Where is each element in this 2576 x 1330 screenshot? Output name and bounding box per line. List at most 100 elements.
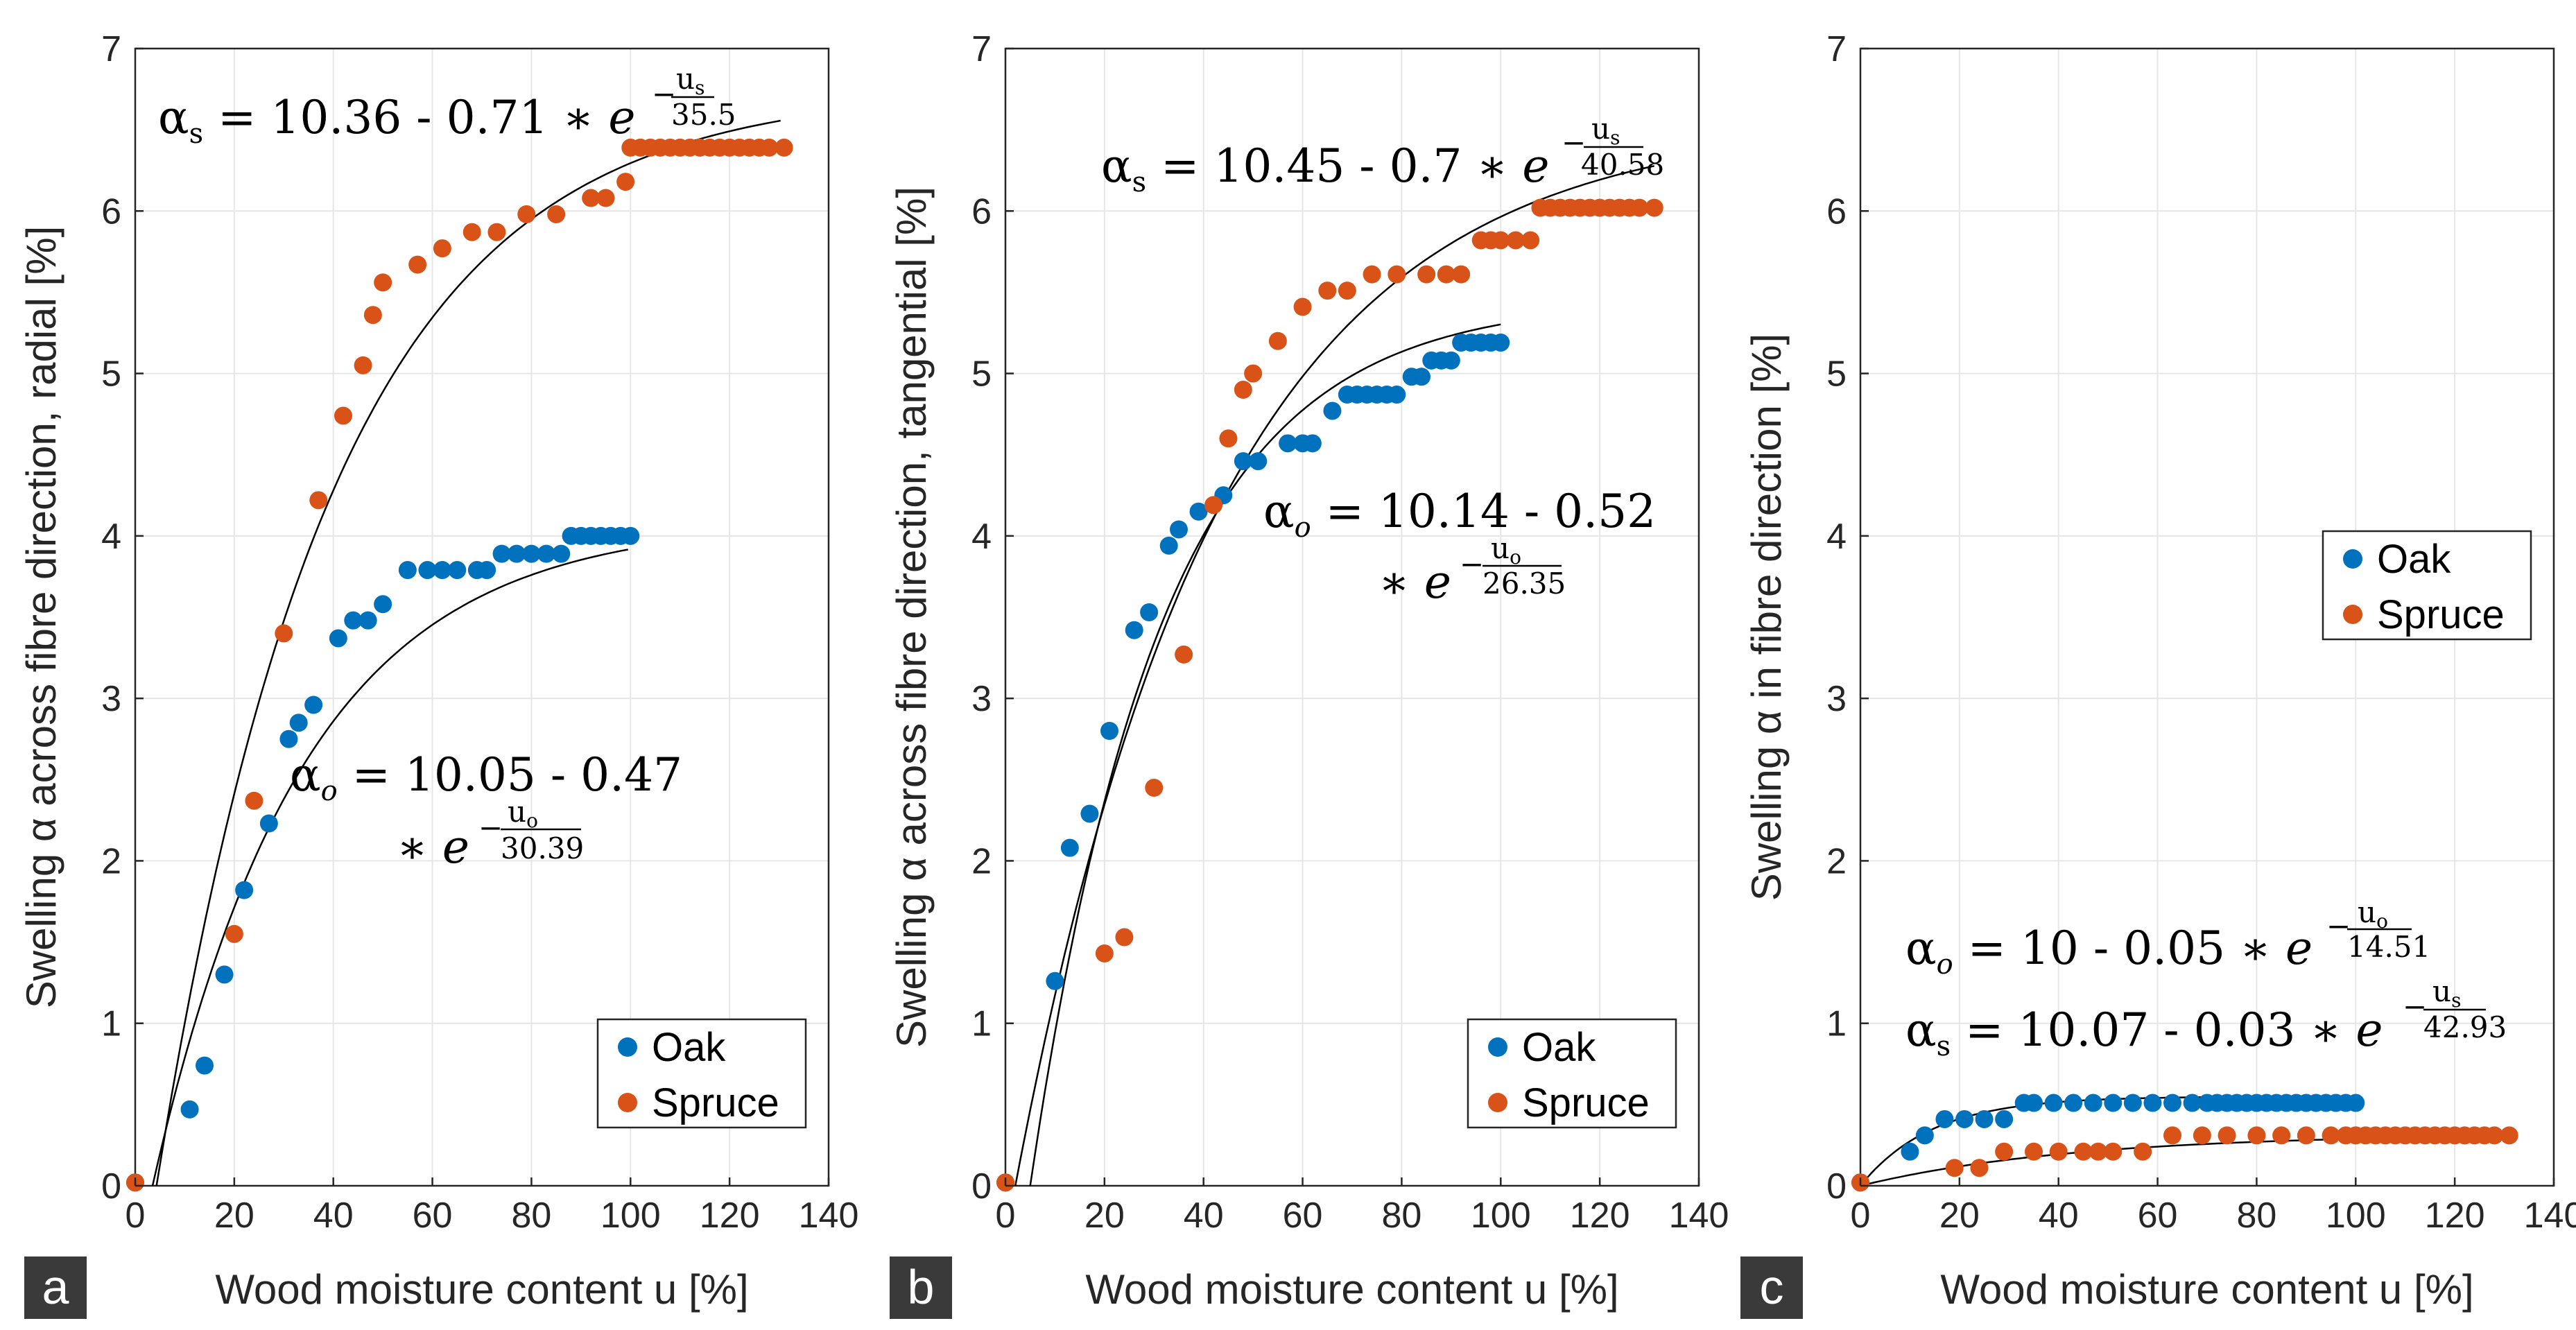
equation-exponent-denominator: 35.5 bbox=[671, 98, 736, 132]
y-tick-label: 5 bbox=[101, 354, 121, 395]
equation-exponent-numerator: us bbox=[1591, 112, 1620, 149]
y-tick-label: 6 bbox=[1826, 191, 1847, 232]
data-point-spruce bbox=[1452, 265, 1471, 284]
x-tick-label: 40 bbox=[313, 1195, 354, 1236]
data-point-spruce bbox=[1506, 231, 1525, 250]
y-tick-label: 0 bbox=[101, 1166, 121, 1207]
data-point-oak bbox=[329, 629, 347, 648]
data-point-oak bbox=[1060, 838, 1079, 857]
data-point-oak bbox=[1901, 1142, 1919, 1161]
data-point-spruce bbox=[1175, 645, 1193, 664]
fit-curve-oak bbox=[1029, 323, 1501, 1186]
y-tick-label: 7 bbox=[971, 29, 992, 69]
equation-exponent-sign: − bbox=[478, 811, 503, 845]
y-axis-label: Swelling α across fibre direction, radia… bbox=[18, 226, 64, 1009]
data-point-oak bbox=[1935, 1109, 1954, 1128]
data-point-oak bbox=[1046, 971, 1064, 990]
panel-b: 0 20 40 60 80 100 120 140 0 1 2 3 4 5 6 7 Wood moistur… bbox=[888, 29, 1729, 1319]
data-point-oak bbox=[478, 561, 496, 580]
data-point-oak bbox=[2163, 1094, 2181, 1112]
data-point-oak bbox=[2183, 1094, 2202, 1112]
panel-a: 0 20 40 60 80 100 120 140 0 1 2 3 4 5 6 7 Wood moistur… bbox=[18, 29, 858, 1319]
x-ticks: 0 20 40 60 80 100 120 140 bbox=[126, 1177, 859, 1236]
data-point-oak bbox=[358, 611, 377, 630]
legend-label-spruce: Spruce bbox=[2377, 592, 2505, 637]
data-point-spruce bbox=[775, 138, 793, 157]
grid bbox=[1005, 48, 1700, 1186]
data-point-oak bbox=[1492, 334, 1510, 352]
x-tick-label: 60 bbox=[413, 1195, 453, 1236]
plot-frame bbox=[1004, 47, 1700, 1187]
data-point-oak bbox=[2143, 1094, 2162, 1112]
panel-c: 0 20 40 60 80 100 120 140 0 1 2 3 4 5 6 7 Wood moistur… bbox=[1740, 29, 2576, 1319]
x-tick-label: 140 bbox=[2524, 1195, 2576, 1236]
x-tick-label: 80 bbox=[2237, 1195, 2277, 1236]
equation-exponent-denominator: 14.51 bbox=[2347, 930, 2430, 964]
y-axis-label: Swelling α in fibre direction [%] bbox=[1743, 334, 1790, 901]
data-point-oak bbox=[2025, 1094, 2043, 1112]
data-point-spruce bbox=[1437, 265, 1455, 284]
legend-marker-spruce bbox=[618, 1093, 637, 1112]
y-tick-label: 0 bbox=[971, 1166, 992, 1207]
y-tick-label: 7 bbox=[1826, 29, 1847, 69]
data-point-spruce bbox=[245, 791, 263, 810]
x-tick-label: 140 bbox=[799, 1195, 859, 1236]
data-point-spruce bbox=[225, 924, 243, 943]
data-points bbox=[996, 198, 1663, 1192]
data-point-oak bbox=[304, 696, 323, 714]
panel-badge bbox=[890, 1256, 952, 1319]
equation-exponent-sign: − bbox=[2403, 990, 2427, 1024]
data-point-spruce bbox=[1338, 282, 1356, 300]
y-tick-label: 2 bbox=[1826, 841, 1847, 881]
data-point-spruce bbox=[1417, 265, 1436, 284]
data-point-spruce bbox=[1095, 944, 1114, 962]
data-point-oak bbox=[552, 544, 571, 563]
data-point-oak bbox=[1159, 536, 1178, 555]
data-point-oak bbox=[259, 814, 278, 833]
data-point-spruce bbox=[334, 406, 352, 425]
equation-exponent-denominator: 30.39 bbox=[501, 831, 584, 865]
data-point-spruce bbox=[582, 189, 600, 207]
equation-exponent-sign: − bbox=[1562, 126, 1586, 159]
x-tick-label: 100 bbox=[1471, 1195, 1531, 1236]
x-axis-label: Wood moisture content u [%] bbox=[1085, 1266, 1618, 1313]
data-point-spruce bbox=[2193, 1126, 2211, 1145]
x-tick-label: 120 bbox=[1570, 1195, 1630, 1236]
legend-marker-spruce bbox=[1488, 1093, 1507, 1112]
y-tick-label: 0 bbox=[1826, 1166, 1847, 1207]
legend: Oak Spruce bbox=[1467, 1018, 1677, 1129]
data-point-oak bbox=[492, 544, 511, 563]
x-tick-label: 100 bbox=[2326, 1195, 2386, 1236]
y-tick-label: 7 bbox=[101, 29, 121, 69]
data-point-spruce bbox=[1630, 198, 1649, 217]
data-point-spruce bbox=[1388, 265, 1406, 284]
data-point-oak bbox=[2123, 1094, 2142, 1112]
data-points bbox=[1851, 1094, 2518, 1192]
legend-label-spruce: Spruce bbox=[1522, 1080, 1650, 1125]
data-point-spruce bbox=[2247, 1126, 2266, 1145]
data-points bbox=[126, 138, 793, 1192]
legend: Oak Spruce bbox=[596, 1018, 807, 1129]
data-point-spruce bbox=[2485, 1126, 2504, 1145]
grid bbox=[135, 48, 829, 1186]
data-point-spruce bbox=[1492, 231, 1510, 250]
plot-frame bbox=[134, 47, 830, 1187]
x-axis-label: Wood moisture content u [%] bbox=[1940, 1266, 2473, 1313]
data-point-oak bbox=[2084, 1094, 2102, 1112]
equation-exponent-numerator: uo bbox=[2358, 895, 2388, 933]
data-point-oak bbox=[2346, 1094, 2365, 1112]
y-ticks: 0 1 2 3 4 5 6 7 bbox=[1826, 29, 1869, 1207]
legend-marker-oak bbox=[1488, 1037, 1507, 1057]
data-point-oak bbox=[1995, 1109, 2014, 1128]
data-point-oak bbox=[1234, 452, 1252, 471]
equation-oak: αo = 10 - 0.05 ∗ e − uo 14.51 bbox=[1905, 895, 2430, 981]
data-point-spruce bbox=[596, 189, 615, 207]
equation-exponent-denominator: 42.93 bbox=[2423, 1010, 2507, 1044]
x-tick-label: 80 bbox=[1382, 1195, 1422, 1236]
data-point-oak bbox=[1249, 452, 1268, 471]
data-point-spruce bbox=[616, 173, 635, 191]
x-tick-label: 20 bbox=[214, 1195, 254, 1236]
data-point-spruce bbox=[2272, 1126, 2291, 1145]
data-point-spruce bbox=[1995, 1142, 2014, 1161]
x-tick-label: 100 bbox=[600, 1195, 661, 1236]
